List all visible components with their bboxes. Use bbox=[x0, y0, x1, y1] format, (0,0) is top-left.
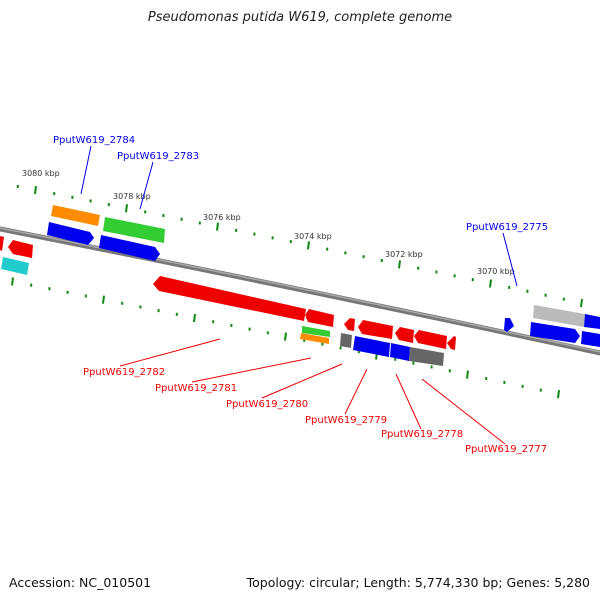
gene-label[interactable]: PputW619_2777 bbox=[465, 444, 547, 455]
gene[interactable] bbox=[51, 205, 100, 226]
gene[interactable] bbox=[581, 331, 600, 347]
major-tick bbox=[102, 295, 105, 304]
gene[interactable] bbox=[344, 318, 355, 331]
gene[interactable] bbox=[353, 336, 390, 357]
gene[interactable] bbox=[584, 314, 600, 329]
gene-label[interactable]: PputW619_2780 bbox=[226, 399, 308, 410]
tick-label: 3070 kbp bbox=[477, 267, 515, 276]
gene[interactable] bbox=[302, 326, 330, 337]
gene-label[interactable]: PputW619_2778 bbox=[381, 429, 463, 440]
gene[interactable] bbox=[0, 236, 4, 251]
gene-label[interactable]: PputW619_2775 bbox=[466, 222, 548, 233]
gene[interactable] bbox=[390, 343, 410, 361]
gene[interactable] bbox=[533, 305, 585, 327]
major-tick bbox=[307, 241, 310, 250]
major-tick bbox=[466, 370, 469, 379]
major-tick bbox=[284, 332, 287, 341]
gene[interactable] bbox=[103, 217, 165, 243]
gene[interactable] bbox=[47, 222, 94, 245]
map-title: Pseudomonas putida W619, complete genome bbox=[147, 10, 453, 25]
gene-label[interactable]: PputW619_2783 bbox=[117, 151, 199, 162]
tick-label: 3074 kbp bbox=[294, 232, 332, 241]
tick-marks bbox=[11, 184, 583, 399]
tick-label: 3080 kbp bbox=[22, 169, 60, 178]
gene-label[interactable]: PputW619_2781 bbox=[155, 383, 237, 394]
gene-label[interactable]: PputW619_2779 bbox=[305, 415, 387, 426]
major-tick bbox=[398, 260, 401, 269]
gene[interactable] bbox=[358, 320, 393, 339]
gene-label[interactable]: PputW619_2782 bbox=[83, 367, 165, 378]
gene[interactable] bbox=[395, 327, 414, 343]
gene[interactable] bbox=[300, 333, 329, 344]
gene[interactable] bbox=[414, 330, 447, 349]
tick-label: 3072 kbp bbox=[385, 250, 423, 259]
accession-text: Accession: NC_010501 bbox=[9, 575, 152, 590]
major-tick bbox=[216, 222, 219, 231]
major-tick bbox=[11, 277, 14, 286]
gene[interactable] bbox=[447, 336, 456, 350]
major-tick bbox=[580, 298, 583, 308]
tick-label: 3076 kbp bbox=[203, 213, 241, 222]
major-tick bbox=[34, 185, 37, 195]
gene[interactable] bbox=[340, 333, 352, 348]
genes-reverse bbox=[0, 236, 456, 350]
major-tick bbox=[557, 389, 560, 399]
gene[interactable] bbox=[8, 240, 33, 258]
gene[interactable] bbox=[504, 318, 514, 332]
gene[interactable] bbox=[153, 276, 306, 321]
genes-forward bbox=[1, 205, 600, 366]
gene[interactable] bbox=[409, 347, 444, 366]
gene[interactable] bbox=[99, 235, 160, 261]
tick-label: 3078 kbp bbox=[113, 192, 151, 201]
major-tick bbox=[125, 204, 128, 213]
gene[interactable] bbox=[1, 257, 29, 275]
major-tick bbox=[193, 313, 196, 323]
backbone bbox=[0, 226, 600, 356]
gene-label[interactable]: PputW619_2784 bbox=[53, 135, 135, 146]
major-tick bbox=[489, 279, 492, 288]
gene[interactable] bbox=[530, 322, 580, 343]
gene[interactable] bbox=[305, 309, 334, 327]
genome-summary: Topology: circular; Length: 5,774,330 bp… bbox=[246, 575, 590, 590]
